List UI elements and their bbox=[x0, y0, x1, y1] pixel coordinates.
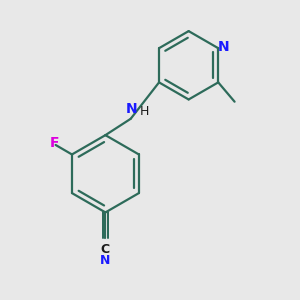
Text: C: C bbox=[101, 243, 110, 256]
Text: H: H bbox=[140, 105, 149, 118]
Text: N: N bbox=[125, 102, 137, 116]
Text: N: N bbox=[100, 254, 111, 267]
Text: N: N bbox=[218, 40, 230, 54]
Text: F: F bbox=[50, 136, 59, 150]
